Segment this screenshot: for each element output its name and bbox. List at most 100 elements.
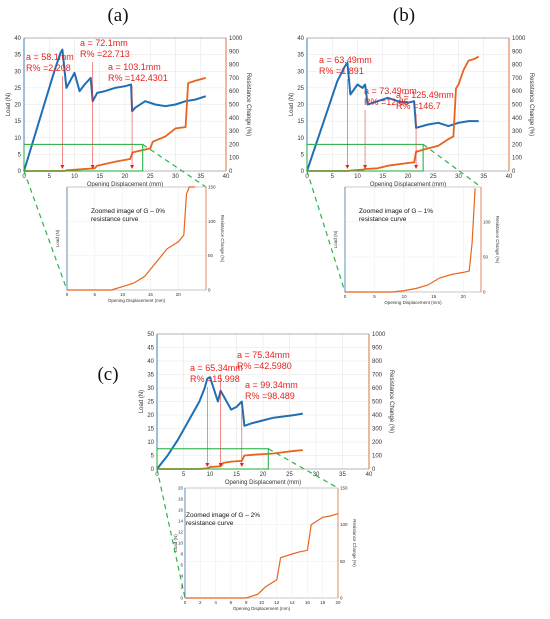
panel-3-y2-tick-label: 300 (372, 427, 383, 433)
panel-1-annotation-text: R% =2.208 (26, 63, 71, 73)
panel-1-y-tick-label: 35 (14, 53, 21, 59)
panel-3-y-tick-label: 20 (147, 413, 154, 419)
panel-2-y-tick-label: 35 (297, 53, 304, 59)
panel-1-annotation-text: R% =22.713 (80, 49, 130, 59)
panel-3-inset-y2-tick-label: 100 (340, 522, 348, 527)
panel-1-y-tick-label: 40 (14, 36, 21, 42)
panel-2-annotation-text: a = 63.49mm (319, 55, 372, 65)
panel-3-inset-y-tick-label: 16 (178, 508, 184, 513)
panel-3-x-axis-title: Opening Displacement (mm) (225, 480, 301, 486)
panel-3-annotation-arrow (218, 463, 223, 467)
panel-3-inset-y-axis-title: Load (N) (173, 534, 178, 552)
panel-3-inset-x-tick-label: 12 (274, 600, 280, 605)
panel-3-y-tick-label: 30 (147, 386, 154, 392)
panel-3-inset-x-tick-label: 6 (230, 600, 233, 605)
panel-2-x-tick-label: 0 (305, 174, 309, 180)
panel-3-x-tick-label: 5 (182, 472, 186, 478)
panel-2-y-tick-label: 30 (297, 69, 304, 75)
panel-3-y2-tick-label: 0 (372, 467, 376, 473)
panel-3-inset-resistance-line (185, 513, 339, 599)
panel-1-annotation-text: R% =142.4301 (108, 73, 168, 83)
panel-3-x-tick-label: 15 (233, 472, 240, 478)
panel-1-inset-y2-tick-label: 100 (208, 219, 216, 224)
panel-2-y2-tick-label: 400 (512, 116, 523, 122)
panel-2-inset-caption: Zoomed image of G – 1% (359, 208, 433, 215)
panel-1-inset-y2-tick-label: 150 (208, 185, 216, 190)
panel-3-y-tick-label: 15 (147, 427, 154, 433)
panel-3-inset-x-tick-label: 10 (259, 600, 265, 605)
panel-2-y2-tick-label: 500 (512, 103, 523, 109)
panel-3-y-tick-label: 35 (147, 373, 154, 379)
panel-3-x-tick-label: 25 (286, 472, 293, 478)
panel-2-x-tick-label: 20 (405, 174, 412, 180)
panel-2-x-tick-label: 30 (455, 174, 462, 180)
panel-2-label: (b) (393, 5, 415, 26)
panel-3-x-tick-label: 20 (260, 472, 267, 478)
panel-1-y2-tick-label: 800 (229, 63, 240, 69)
panel-1-zoom-connector (142, 143, 207, 188)
panel-1-y2-tick-label: 100 (229, 156, 240, 162)
panel-3-zoom-box (156, 448, 269, 470)
panel-1-y2-tick-label: 500 (229, 103, 240, 109)
panel-2-y-tick-label: 25 (297, 86, 304, 92)
panel-2-y-tick-label: 10 (297, 136, 304, 142)
panel-3: (c)0510152025303540051015202530354045500… (97, 332, 394, 611)
panel-1-x-tick-label: 25 (147, 174, 154, 180)
panel-2-y2-tick-label: 0 (512, 169, 516, 175)
panel-2-inset-y2-tick-label: 0 (483, 290, 486, 295)
panel-1-y2-tick-label: 300 (229, 129, 240, 135)
panel-3-y-tick-label: 40 (147, 359, 154, 365)
panel-2-y-tick-label: 0 (301, 169, 305, 175)
panel-3-y2-tick-label: 500 (372, 400, 383, 406)
panel-3-inset-caption: Zoomed image of G – 2% (186, 512, 260, 519)
panel-2-inset-caption: resistance curve (359, 216, 407, 223)
panel-3-inset-x-tick-label: 16 (305, 600, 311, 605)
panel-1-x-tick-label: 0 (22, 174, 26, 180)
panel-1-x-tick-label: 20 (122, 174, 129, 180)
panel-1-y-tick-label: 25 (14, 86, 21, 92)
panel-1-inset-x-axis-title: Opening Displacement (mm) (108, 298, 166, 303)
panel-3-inset-y-tick-label: 12 (178, 530, 184, 535)
panel-2-inset-x-tick-label: 10 (402, 294, 408, 299)
panel-1-inset-x-tick-label: 15 (148, 292, 154, 297)
panel-1-y-tick-label: 15 (14, 119, 21, 125)
panel-2-annotation-arrow (345, 165, 350, 169)
panel-1-y-tick-label: 20 (14, 103, 21, 109)
panel-1-y-tick-label: 10 (14, 136, 21, 142)
panel-1-y-axis-title: Load (N) (6, 93, 12, 116)
panel-3-x-tick-label: 35 (339, 472, 346, 478)
panel-3-annotation-text: a = 65.34mm (190, 363, 243, 373)
panel-1-y2-axis-title: Resistance Change (%) (245, 73, 251, 136)
panel-3-inset-y-tick-label: 14 (178, 519, 184, 524)
panel-3-y2-tick-label: 400 (372, 413, 383, 419)
panel-1-annotation-arrow (90, 165, 95, 169)
panel-3-inset-caption: resistance curve (186, 520, 234, 527)
panel-1-inset-resistance-line (67, 186, 195, 291)
panel-2-y2-tick-label: 200 (512, 142, 523, 148)
panel-2-x-tick-label: 10 (354, 174, 361, 180)
panel-3-load-line (156, 376, 303, 470)
panel-1-x-tick-label: 30 (172, 174, 179, 180)
panel-2-y-tick-label: 5 (301, 152, 305, 158)
panel-2-y2-tick-label: 700 (512, 76, 523, 82)
panel-2-x-axis-title: Opening Displacement (mm) (370, 182, 446, 188)
panel-1-inset-caption: resistance curve (91, 216, 139, 223)
panel-2-x-tick-label: 15 (379, 174, 386, 180)
panel-2-y-axis-title: Load (N) (289, 93, 295, 116)
panel-1-y-tick-label: 30 (14, 69, 21, 75)
panel-1-inset-y-axis-title: Load (N) (55, 229, 60, 247)
panel-3-annotation-text: a = 75.34mm (237, 350, 290, 360)
panel-2-y2-tick-label: 1000 (512, 36, 526, 42)
panel-2-inset-y2-axis-title: Resistance Change (%) (495, 216, 500, 264)
panel-2-inset-y-axis-title: Load (N) (333, 230, 338, 248)
panel-3-y-tick-label: 25 (147, 400, 154, 406)
panel-3-y-tick-label: 5 (151, 454, 155, 460)
panel-2-annotation-arrow (363, 165, 368, 169)
panel-3-zoom-connector (268, 448, 339, 489)
panel-2-annotation-text: R% =1.891 (319, 66, 364, 76)
panel-3-y2-tick-label: 1000 (372, 332, 386, 338)
